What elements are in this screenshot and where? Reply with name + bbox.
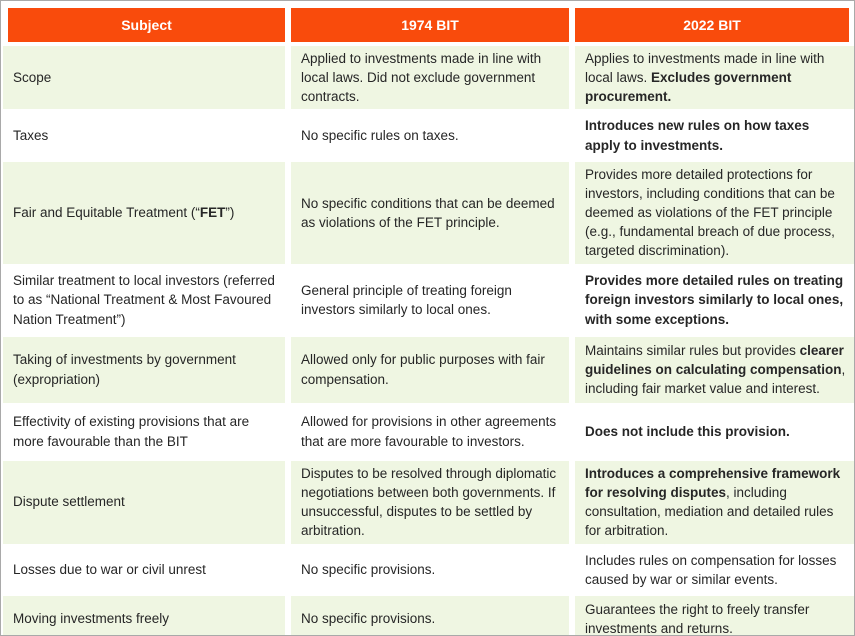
table-row: Losses due to war or civil unrest No spec… xyxy=(1,545,854,594)
table-row: Effectivity of existing provisions that … xyxy=(1,404,854,459)
cell-bit1974: No specific provisions. xyxy=(288,593,572,635)
column-header-1974-bit: 1974 BIT xyxy=(288,1,572,44)
cell-bit1974: No specific provisions. xyxy=(288,545,572,594)
cell-bit2022: Maintains similar rules but provides cle… xyxy=(572,334,854,405)
cell-bit2022: Introduces a comprehensive framework for… xyxy=(572,458,854,546)
cell-bit2022: Provides more detailed rules on treating… xyxy=(572,265,854,335)
cell-bit1974: Disputes to be resolved through diplomat… xyxy=(288,458,572,546)
table-row: Dispute settlement Disputes to be resolve… xyxy=(1,458,854,546)
cell-bit1974: Allowed for provisions in other agreemen… xyxy=(288,404,572,459)
column-header-2022-bit: 2022 BIT xyxy=(572,1,854,44)
cell-subject: Scope xyxy=(1,44,288,112)
cell-bit2022: Provides more detailed protections for i… xyxy=(572,159,854,266)
table-row: Similar treatment to local investors (re… xyxy=(1,265,854,335)
header-row: Subject 1974 BIT 2022 BIT xyxy=(1,1,854,44)
cell-subject: Moving investments freely xyxy=(1,593,288,635)
cell-bit1974: No specific rules on taxes. xyxy=(288,111,572,160)
cell-bit1974: No specific conditions that can be deeme… xyxy=(288,159,572,266)
cell-bit2022: Does not include this provision. xyxy=(572,404,854,459)
table-row: Fair and Equitable Treatment (“FET”) No s… xyxy=(1,159,854,266)
table-header: Subject 1974 BIT 2022 BIT xyxy=(1,1,854,44)
cell-bit1974: General principle of treating foreign in… xyxy=(288,265,572,335)
cell-bit2022: Guarantees the right to freely transfer … xyxy=(572,593,854,635)
cell-subject: Dispute settlement xyxy=(1,458,288,546)
cell-subject: Similar treatment to local investors (re… xyxy=(1,265,288,335)
table-row: Taking of investments by government (exp… xyxy=(1,334,854,405)
cell-bit2022: Includes rules on compensation for losse… xyxy=(572,545,854,594)
cell-subject: Fair and Equitable Treatment (“FET”) xyxy=(1,159,288,266)
table-body: Scope Applied to investments made in line… xyxy=(1,44,854,635)
cell-subject: Taxes xyxy=(1,111,288,160)
cell-bit2022: Applies to investments made in line with… xyxy=(572,44,854,112)
table-row: Moving investments freely No specific pro… xyxy=(1,593,854,635)
cell-bit1974: Allowed only for public purposes with fa… xyxy=(288,334,572,405)
table-row: Taxes No specific rules on taxes. Introduc… xyxy=(1,111,854,160)
cell-subject: Losses due to war or civil unrest xyxy=(1,545,288,594)
column-header-subject: Subject xyxy=(1,1,288,44)
table-row: Scope Applied to investments made in line… xyxy=(1,44,854,112)
cell-subject: Effectivity of existing provisions that … xyxy=(1,404,288,459)
cell-subject: Taking of investments by government (exp… xyxy=(1,334,288,405)
cell-bit1974: Applied to investments made in line with… xyxy=(288,44,572,112)
cell-bit2022: Introduces new rules on how taxes apply … xyxy=(572,111,854,160)
